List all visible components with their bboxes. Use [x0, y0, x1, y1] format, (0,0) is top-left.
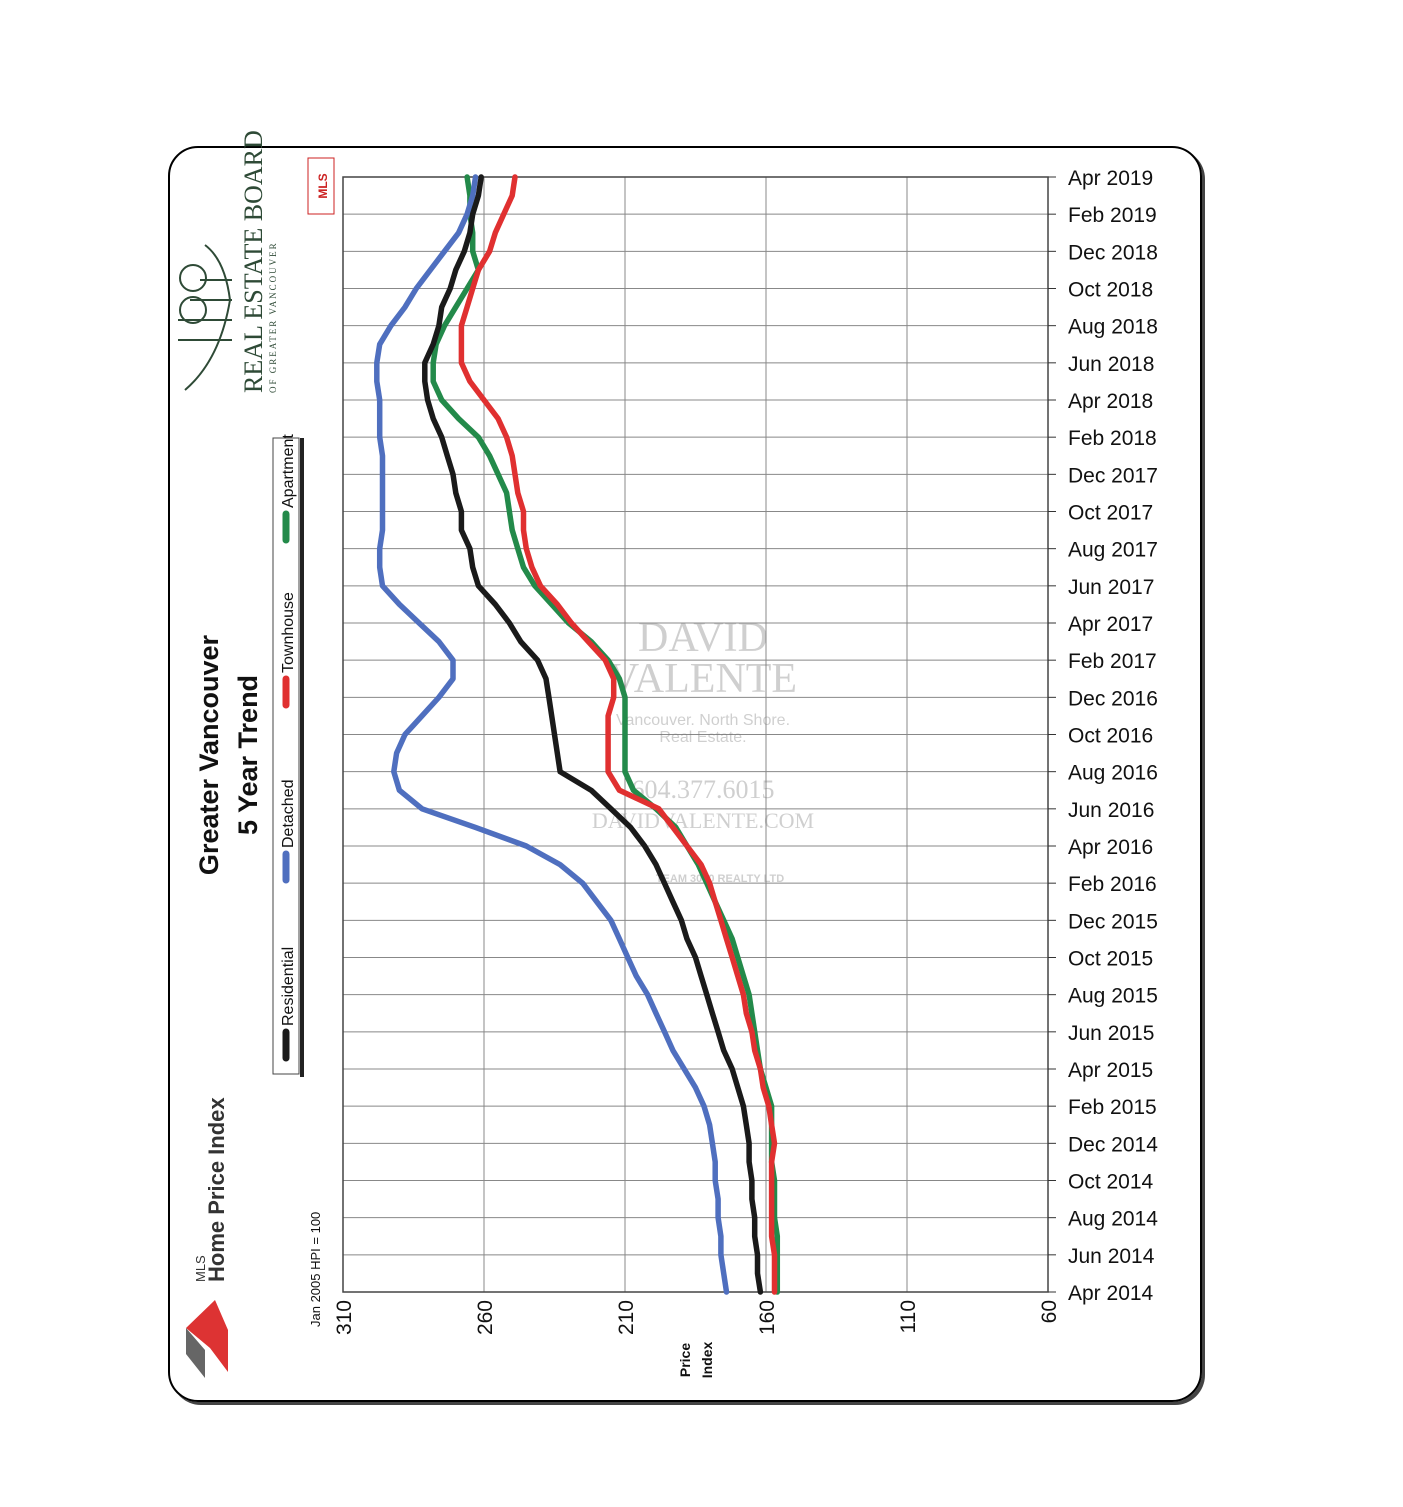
- x-axis-label-line1: Price: [677, 1343, 693, 1377]
- watermark-name2: VALENTE: [609, 656, 797, 702]
- series-line-residential: [422, 174, 764, 1295]
- date-tick-label: Jun 2016: [1068, 799, 1154, 822]
- date-tick-label: Apr 2018: [1068, 390, 1153, 413]
- date-tick-labels: Apr 2014 Jun 2014 Aug 2014 Oct 2014 Dec 2014…: [1048, 167, 1158, 1305]
- board-name: REAL ESTATE BOARD: [239, 130, 268, 393]
- watermark-phone: 604.377.6015: [632, 775, 775, 804]
- date-tick-label: Dec 2018: [1068, 241, 1158, 264]
- date-tick-label: Oct 2014: [1068, 1171, 1154, 1194]
- date-tick-label: Apr 2014: [1068, 1282, 1154, 1305]
- index-note: Jan 2005 HPI = 100: [308, 1212, 323, 1327]
- price-tick-label: 60: [1038, 1300, 1061, 1323]
- watermark-tagline1: Vancouver. North Shore.: [616, 712, 790, 729]
- date-tick-label: Aug 2018: [1068, 316, 1158, 339]
- legend-label-townhouse: Townhouse: [280, 592, 297, 673]
- hpi-logo-line1: MLS: [193, 1255, 208, 1282]
- date-tick-label: Jun 2017: [1068, 576, 1154, 599]
- date-tick-label: Jun 2014: [1068, 1245, 1155, 1268]
- date-tick-label: Jun 2015: [1068, 1022, 1154, 1045]
- board-logo: REAL ESTATE BOARD OF GREATER VANCOUVER: [178, 130, 278, 393]
- date-tick-label: Dec 2016: [1068, 687, 1158, 710]
- date-tick-label: Aug 2014: [1068, 1208, 1158, 1231]
- legend-label-apartment: Apartment: [280, 434, 297, 508]
- date-tick-label: Apr 2017: [1068, 613, 1153, 636]
- mls-badge-text: MLS: [316, 173, 330, 198]
- legend: Residential Detached Townhouse Apartment: [272, 434, 304, 1077]
- hpi-logo: MLS Home Price Index: [186, 1097, 229, 1378]
- chart-frame: [168, 146, 1202, 1402]
- date-tick-label: Dec 2015: [1068, 910, 1158, 933]
- mls-badge: MLS: [307, 157, 335, 215]
- date-tick-label: Feb 2017: [1068, 650, 1157, 673]
- price-tick-label: 110: [897, 1300, 920, 1333]
- date-tick-label: Jun 2018: [1068, 353, 1154, 376]
- date-tick-label: Dec 2017: [1068, 464, 1158, 487]
- watermark-tagline2: Real Estate.: [659, 729, 746, 746]
- x-axis-label-line2: Index: [699, 1342, 715, 1379]
- house-logo-icon: [186, 1300, 228, 1378]
- series-line-townhouse: [458, 174, 778, 1295]
- series-line-detached: [374, 174, 730, 1295]
- date-tick-label: Apr 2019: [1068, 167, 1153, 190]
- date-tick-label: Oct 2015: [1068, 948, 1153, 971]
- date-tick-label: Oct 2016: [1068, 725, 1153, 748]
- price-tick-label: 260: [474, 1300, 497, 1335]
- date-tick-label: Dec 2014: [1068, 1133, 1158, 1156]
- price-tick-label: 160: [756, 1300, 779, 1335]
- price-tick-labels: 310 260 210 160 110 60: [333, 1300, 1061, 1335]
- series-layer: [374, 174, 781, 1295]
- legend-label-residential: Residential: [280, 947, 297, 1026]
- chart-subtitle: 5 Year Trend: [233, 675, 263, 835]
- date-tick-label: Feb 2018: [1068, 427, 1157, 450]
- date-tick-label: Oct 2017: [1068, 502, 1153, 525]
- series-line-apartment: [430, 174, 781, 1295]
- date-tick-label: Feb 2016: [1068, 873, 1157, 896]
- skyline-logo-icon: [178, 244, 232, 391]
- date-tick-label: Aug 2017: [1068, 539, 1158, 562]
- date-tick-label: Oct 2018: [1068, 279, 1153, 302]
- date-tick-label: Feb 2015: [1068, 1096, 1157, 1119]
- date-tick-label: Apr 2016: [1068, 836, 1153, 859]
- chart-title: Greater Vancouver: [194, 634, 224, 875]
- price-tick-label: 310: [333, 1300, 356, 1335]
- date-tick-label: Aug 2016: [1068, 762, 1158, 785]
- watermark-team: TEAM 3000 REALTY LTD: [656, 873, 784, 885]
- legend-label-detached: Detached: [280, 780, 297, 849]
- board-subtitle: OF GREATER VANCOUVER: [268, 241, 278, 393]
- date-tick-label: Apr 2015: [1068, 1059, 1153, 1082]
- date-tick-label: Aug 2015: [1068, 985, 1158, 1008]
- date-tick-label: Feb 2019: [1068, 204, 1157, 227]
- hpi-logo-line2: Home Price Index: [204, 1097, 229, 1282]
- watermark-name1: DAVID: [638, 615, 768, 661]
- price-tick-label: 210: [615, 1300, 638, 1335]
